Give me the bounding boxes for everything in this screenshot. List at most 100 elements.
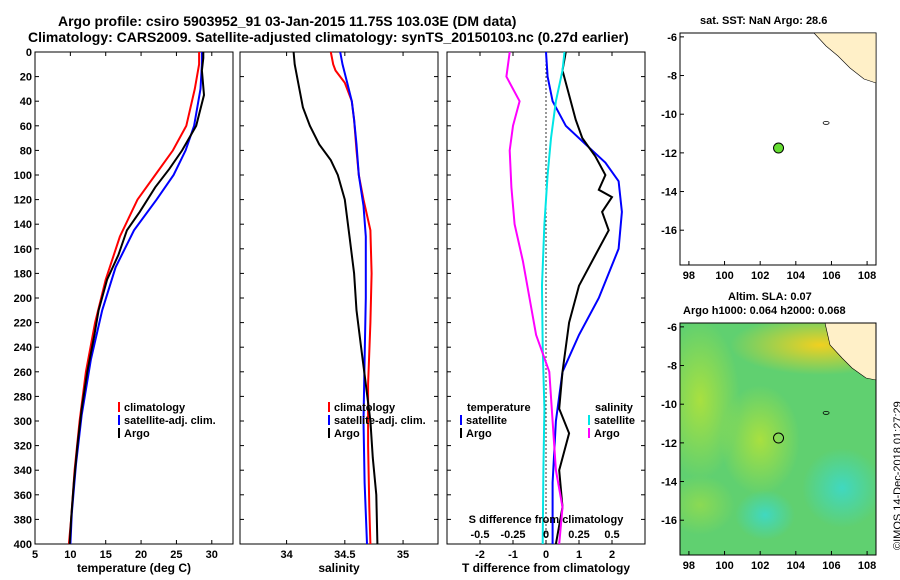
map-y-tick-label: -10 <box>661 109 677 121</box>
map-x-tick-label: 104 <box>787 560 806 572</box>
salinity-panel: 34 34.5 35 salinity climatologysatellite-adj… <box>239 51 439 575</box>
x-tick-label: -1 <box>508 549 518 561</box>
y-tick-label: 200 <box>14 293 32 305</box>
map-x-tick-label: 106 <box>822 560 840 572</box>
x-tick-label: 15 <box>100 549 112 561</box>
x-axis-label-top: S difference from climatology <box>469 514 625 526</box>
x-tick-label-top: 0.25 <box>568 529 589 541</box>
map-x-tick-label: 108 <box>858 560 876 572</box>
series-line-salinity-satellite <box>540 51 566 545</box>
series-line-argo <box>68 52 206 545</box>
map-y-tick-label: -8 <box>667 361 677 373</box>
legend-heading-temperature: temperature <box>467 402 531 414</box>
y-tick-label: 320 <box>14 441 32 453</box>
x-tick-label: 2 <box>609 549 615 561</box>
map-y-tick-label: -6 <box>667 32 677 44</box>
y-tick-label: 360 <box>14 490 32 502</box>
sst-map-panel: 98 100 102 104 106 108 -6 -8 -10 -12 -14 -16 <box>661 32 877 282</box>
y-tick-label: 260 <box>14 367 32 379</box>
argo-position-marker <box>773 142 785 154</box>
map-frame <box>679 322 877 556</box>
map-x-tick-label: 102 <box>751 270 769 282</box>
legend-label: Argo <box>466 428 492 440</box>
plot-frame <box>34 51 234 545</box>
map-x-tick-label: 108 <box>858 270 876 282</box>
map-x-tick-label: 102 <box>751 560 769 572</box>
map-x-tick-label: 98 <box>683 270 695 282</box>
legend-label: satellite-adj. clim. <box>334 415 426 427</box>
series-line-temperature-satellite <box>545 51 623 544</box>
title-line-2: Climatology: CARS2009. Satellite-adjuste… <box>28 29 629 45</box>
map-y-tick-label: -14 <box>661 187 678 199</box>
legend-label: Argo <box>124 428 150 440</box>
argo-position-marker <box>773 432 785 444</box>
map-top-title: sat. SST: NaN Argo: 28.6 <box>700 15 828 27</box>
sla-eddy-east <box>802 448 876 528</box>
series-line-salinity-argo <box>505 51 564 545</box>
x-tick-label: 34.5 <box>334 549 355 561</box>
series-line-temperature-argo <box>554 51 614 545</box>
map-x-tick-label: 100 <box>715 270 733 282</box>
x-tick-label: 34 <box>280 549 293 561</box>
y-tick-label: 120 <box>14 195 32 207</box>
map-bottom-title-2: Argo h1000: 0.064 h2000: 0.068 <box>683 305 846 317</box>
y-tick-label: 220 <box>14 318 32 330</box>
x-tick-label-top: 0.5 <box>604 529 619 541</box>
map-x-tick-label: 98 <box>683 560 695 572</box>
x-tick-label: 5 <box>32 549 38 561</box>
legend-label: Argo <box>594 428 620 440</box>
map-y-tick-label: -6 <box>667 322 677 334</box>
x-axis-label: temperature (deg C) <box>77 561 191 575</box>
x-axis-label: T difference from climatology <box>462 561 630 575</box>
land-java <box>813 32 877 84</box>
x-tick-label: -2 <box>475 549 485 561</box>
x-axis-label: salinity <box>318 561 360 575</box>
y-tick-label: 20 <box>20 72 32 84</box>
plot-frame <box>239 51 439 545</box>
y-tick-label: 400 <box>14 539 32 551</box>
sla-eddy-south <box>735 490 795 540</box>
x-tick-label-top: -0.5 <box>471 529 490 541</box>
series-line-argo <box>292 51 379 545</box>
map-bottom-title-1: Altim. SLA: 0.07 <box>728 291 812 303</box>
legend-label: Argo <box>334 428 360 440</box>
sla-map-panel: 98 100 102 104 106 108 -6 -8 -10 -12 -14 -16 <box>661 322 877 572</box>
christmas-island <box>822 410 830 415</box>
legend-label: satellite <box>594 415 635 427</box>
map-y-tick-label: -14 <box>661 477 678 489</box>
y-tick-label: 100 <box>14 170 32 182</box>
legend-label: satellite-adj. clim. <box>124 415 216 427</box>
x-tick-label: 25 <box>170 549 182 561</box>
y-tick-label: 160 <box>14 244 32 256</box>
map-x-tick-label: 104 <box>787 270 806 282</box>
sla-ridge-southwest <box>680 475 735 535</box>
y-tick-label: 240 <box>14 342 32 354</box>
x-tick-label: 0 <box>543 549 549 561</box>
sla-land-java <box>824 323 876 381</box>
x-tick-label: 30 <box>206 549 218 561</box>
difference-panel: -2 -1 0 1 2T difference from climatology temp… <box>446 51 646 575</box>
y-tick-label: 140 <box>14 219 32 231</box>
sla-ridge-center <box>720 385 800 495</box>
christmas-island <box>822 121 830 125</box>
map-y-tick-label: -10 <box>661 399 677 411</box>
map-y-tick-label: -16 <box>661 225 677 237</box>
map-y-tick-label: -8 <box>667 71 677 83</box>
legend-label: climatology <box>124 402 186 414</box>
y-tick-label: 0 <box>26 47 32 59</box>
map-y-tick-label: -12 <box>661 438 677 450</box>
y-tick-label: 280 <box>14 391 32 403</box>
legend-label: climatology <box>334 402 396 414</box>
map-x-tick-label: 100 <box>715 560 733 572</box>
y-tick-label: 40 <box>20 96 32 108</box>
y-tick-label: 180 <box>14 268 32 280</box>
map-y-tick-label: -12 <box>661 148 677 160</box>
legend-label: satellite <box>466 415 507 427</box>
y-tick-label: 380 <box>14 514 32 526</box>
legend-heading-salinity: salinity <box>595 402 634 414</box>
x-tick-label: 35 <box>397 549 409 561</box>
x-tick-label: 20 <box>135 549 147 561</box>
y-tick-label: 60 <box>20 121 32 133</box>
x-tick-label: 10 <box>64 549 76 561</box>
